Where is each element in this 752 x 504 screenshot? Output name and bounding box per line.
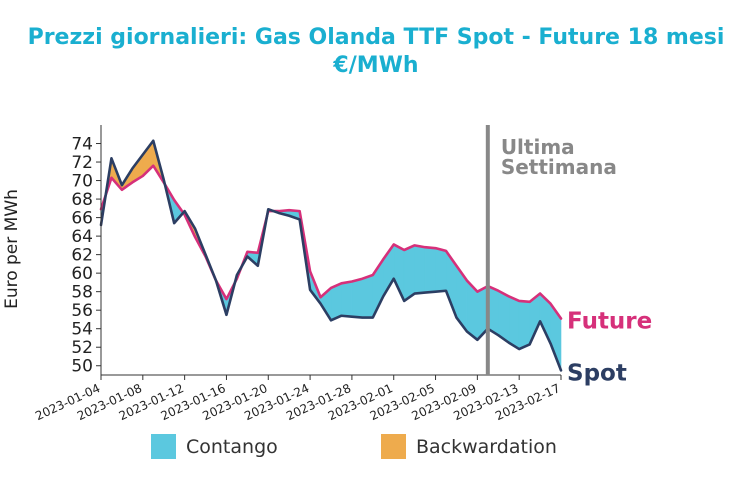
legend-label-contango: Contango [186, 436, 278, 458]
spread-fill [351, 278, 363, 318]
end-label-spot: Spot [567, 360, 627, 386]
axis-layer: Euro per MWh 505254565860626466687072742… [2, 125, 562, 423]
spread-fill [341, 281, 353, 317]
y-tick-label: 70 [71, 172, 93, 192]
spread-fill [424, 246, 436, 293]
spread-fill [518, 300, 530, 350]
y-tick-label: 72 [71, 153, 93, 173]
y-tick-label: 74 [71, 135, 93, 155]
y-tick-label: 62 [71, 246, 93, 266]
spread-fill [435, 247, 447, 292]
spot-series-line [99, 139, 563, 372]
chart-title: Prezzi giornalieri: Gas Olanda TTF Spot … [0, 24, 752, 80]
y-tick-label: 56 [71, 301, 93, 321]
marker-layer: Ultima Settimana [485, 125, 617, 375]
legend-swatch-backwardation [381, 434, 406, 459]
spread-fill [508, 295, 520, 350]
y-tick-label: 54 [71, 320, 93, 340]
legend-swatch-contango [151, 434, 176, 459]
chart-title-line2: €/MWh [333, 53, 419, 78]
spread-fill-layer [100, 139, 562, 371]
y-axis-label: Euro per MWh [2, 189, 22, 309]
last-week-label-line2: Settimana [501, 155, 617, 179]
y-tick-label: 50 [71, 357, 93, 377]
y-tick-label: 58 [71, 283, 93, 303]
chart-title-line1: Prezzi giornalieri: Gas Olanda TTF Spot … [27, 25, 725, 50]
y-tick-label: 68 [71, 190, 93, 210]
y-tick-label: 60 [71, 264, 93, 284]
y-tick-label: 66 [71, 209, 93, 229]
end-label-layer: Future Spot [567, 309, 652, 387]
legend: Contango Backwardation [151, 434, 557, 459]
spread-fill [330, 282, 342, 321]
spread-fill [414, 245, 426, 294]
last-week-label-line1: Ultima [501, 135, 575, 159]
y-tick-label: 52 [71, 338, 93, 358]
legend-label-backwardation: Backwardation [416, 436, 557, 458]
future-series-line [99, 164, 563, 320]
end-label-future: Future [567, 309, 652, 335]
spread-fill [362, 274, 374, 318]
spread-fill [403, 244, 415, 302]
series-line-layer [99, 139, 563, 372]
y-tick-label: 64 [71, 227, 93, 247]
